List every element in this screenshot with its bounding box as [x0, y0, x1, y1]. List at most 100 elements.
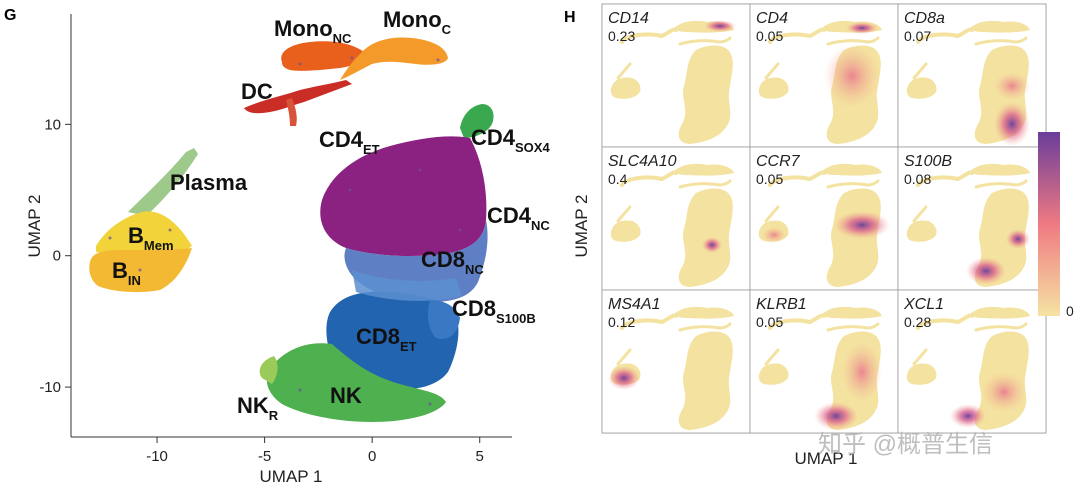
expression-hotspot: [834, 211, 890, 239]
expression-hotspot: [966, 257, 1006, 285]
x-tick-label: 5: [476, 448, 484, 465]
y-tick-label: 10: [44, 116, 61, 133]
label-plasma: Plasma: [170, 170, 248, 195]
cluster-b-mem: [96, 211, 192, 254]
gene-value: 0.05: [756, 314, 783, 330]
scatter-speckles: [108, 56, 462, 406]
gene-name: CD14: [608, 10, 649, 27]
y-tick-label: 0: [53, 248, 61, 265]
cluster-mono-nc: [281, 41, 365, 71]
expression-hotspot: [704, 20, 736, 32]
gene-density-map: [608, 304, 736, 432]
g-x-ticks: -10 -5 0 5: [146, 437, 484, 465]
cluster-nk-r: [259, 356, 278, 384]
g-y-axis-title: UMAP 2: [25, 195, 44, 258]
gene-name: SLC4A10: [608, 153, 677, 170]
h-x-axis-title: UMAP 1: [795, 449, 858, 468]
cluster-plasma: [128, 148, 198, 216]
cluster-dc: [244, 80, 352, 114]
cluster-dc-tail: [286, 98, 297, 126]
expression-hotspot: [762, 227, 786, 243]
label-mono-c: MonoC: [383, 7, 452, 37]
x-tick-label: -10: [146, 448, 168, 465]
label-cd4-sox4: CD4SOX4: [471, 125, 550, 155]
cluster-nk: [266, 343, 446, 422]
cluster-cd8-nc: [352, 270, 462, 301]
gene-value: 0.28: [904, 314, 931, 330]
y-tick-label: -10: [39, 379, 61, 396]
gene-density-map: [904, 304, 1032, 432]
expression-hotspot: [1006, 229, 1030, 249]
panel-g: G -10 -5 0 5 -10 0 10 UMAP 1 UMAP 2: [4, 7, 550, 486]
gene-name: MS4A1: [608, 296, 660, 313]
label-cd8-et: CD8ET: [356, 324, 417, 354]
label-dc: DC: [241, 79, 273, 104]
cluster-labels: MonoNC MonoC DC Plasma BMem BIN CD4ET CD…: [112, 7, 550, 423]
label-cd4-nc: CD4NC: [487, 203, 550, 233]
cluster-cd8-et: [326, 291, 459, 390]
gene-value: 0.05: [756, 28, 783, 44]
x-tick-label: 0: [368, 448, 376, 465]
expression-hotspot: [994, 102, 1030, 146]
expression-hotspot: [950, 404, 986, 428]
gene-density-map: [904, 18, 1032, 147]
gene-value: 0.4: [608, 171, 628, 187]
gene-value: 0.08: [904, 171, 931, 187]
cluster-cd4-et: [320, 136, 487, 256]
expression-hotspot: [824, 44, 880, 108]
expression-hotspot: [982, 372, 1026, 412]
gene-value: 0.07: [904, 28, 931, 44]
label-b-mem: BMem: [128, 223, 174, 253]
panel-g-letter: G: [4, 7, 16, 24]
gene-density-map: [756, 18, 884, 147]
g-y-ticks: -10 0 10: [39, 116, 71, 396]
gene-name: KLRB1: [756, 296, 807, 313]
gene-value: 0.23: [608, 28, 635, 44]
expression-hotspot: [608, 366, 640, 390]
gene-value: 0.05: [756, 171, 783, 187]
gene-value: 0.12: [608, 314, 635, 330]
label-nk-r: NKR: [237, 393, 279, 423]
gene-density-map: [756, 304, 884, 432]
watermark: 知乎 @概普生信: [818, 431, 993, 458]
panel-h: H UMAP 2 UMAP 1 CD140.23CD40.05CD8a0.07S…: [564, 3, 1074, 468]
expression-hotspot: [842, 342, 882, 402]
expression-hotspot: [702, 237, 722, 253]
panel-h-letter: H: [564, 9, 576, 26]
gene-density-map: [904, 161, 1032, 289]
label-cd8-s100b: CD8S100B: [452, 296, 536, 326]
gene-grid: CD140.23CD40.05CD8a0.07SLC4A100.4CCR70.0…: [601, 3, 1047, 434]
expression-hotspot: [846, 22, 878, 34]
label-b-in: BIN: [112, 258, 141, 288]
cluster-mono-c: [340, 37, 448, 80]
gene-name: CD8a: [904, 10, 945, 27]
g-x-axis-title: UMAP 1: [260, 467, 323, 486]
expression-hotspot: [814, 402, 858, 430]
x-tick-label: -5: [258, 448, 271, 465]
label-mono-nc: MonoNC: [274, 16, 352, 46]
gene-density-map: [756, 161, 890, 289]
colorbar: [1038, 132, 1060, 316]
expression-hotspot: [994, 72, 1030, 100]
label-cd4-et: CD4ET: [319, 127, 380, 157]
colorbar-min-label: 0: [1066, 303, 1074, 319]
gene-name: S100B: [904, 153, 952, 170]
cluster-cd8-s100b: [428, 300, 460, 340]
cluster-cd4-sox4: [460, 104, 494, 138]
gene-name: CD4: [756, 10, 788, 27]
gene-density-map: [608, 161, 736, 289]
gene-name: XCL1: [903, 296, 944, 313]
label-nk: NK: [330, 383, 362, 408]
umap-clusters: [89, 37, 494, 422]
gene-name: CCR7: [756, 153, 801, 170]
